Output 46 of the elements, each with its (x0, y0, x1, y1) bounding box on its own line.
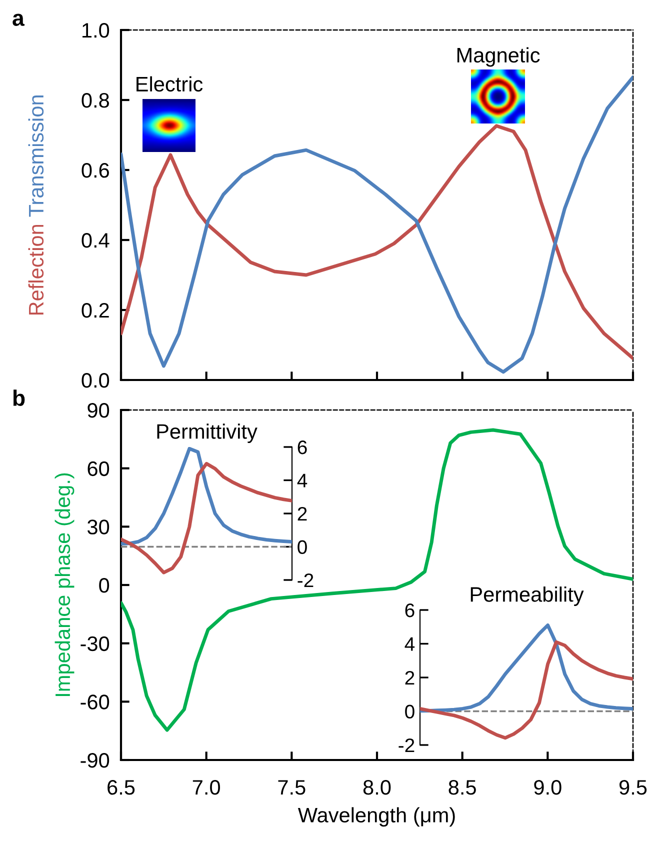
line-series (121, 462, 292, 574)
y-tick-label: -2 (298, 573, 314, 588)
y-axis-title: Impedance phase (deg.) (54, 473, 74, 696)
y-tick-label: 1.0 (82, 23, 110, 38)
y-tick-label: 30 (88, 520, 110, 534)
y-tick-label: -2 (398, 738, 414, 752)
y-tick-label: 4 (297, 474, 308, 488)
x-tick-label: 6.5 (108, 780, 135, 795)
text: Transmission (28, 96, 44, 217)
y-tick-label: -30 (80, 636, 110, 652)
y-tick-label: 0 (298, 540, 307, 554)
x-tick-label: 8.5 (448, 780, 476, 795)
y-tick-label: 2 (298, 506, 307, 521)
y-tick-label: 0.2 (82, 303, 109, 318)
text: b (13, 390, 25, 406)
y-tick-label: 0.6 (82, 163, 109, 178)
annotation: Magnetic (457, 47, 540, 67)
line-series (121, 124, 633, 360)
line-series (420, 623, 633, 713)
chart-title: Permittivity (157, 424, 258, 444)
x-tick-label: 7.0 (192, 780, 220, 795)
y-tick-label: 2 (405, 670, 414, 685)
x-tick-label: 9.5 (619, 780, 647, 795)
x-tick-label: 8.0 (363, 780, 391, 795)
y-tick-label: 60 (88, 461, 110, 476)
y-tick-label: 0.0 (82, 373, 110, 388)
text: Reflection (28, 224, 44, 315)
line-series (121, 76, 633, 374)
line-series (420, 640, 633, 740)
y-tick-label: 0.8 (82, 93, 109, 108)
y-tick-label: -60 (80, 694, 110, 710)
y-tick-label: 0.4 (82, 233, 110, 248)
y-tick-label: -90 (80, 753, 110, 768)
y-tick-label: 90 (88, 403, 110, 418)
y-tick-label: 6 (298, 440, 307, 454)
y-tick-label: 0 (99, 578, 110, 593)
x-axis-title: Wavelength (μm) (298, 807, 455, 827)
y-tick-label: 6 (405, 603, 414, 618)
text: a (12, 14, 24, 26)
x-tick-label: 9.0 (534, 780, 562, 795)
chart-title: Permeability (470, 586, 584, 606)
y-tick-label: 0 (405, 704, 414, 718)
x-tick-label: 7.5 (278, 780, 306, 795)
line-series (121, 447, 292, 546)
y-tick-label: 4 (404, 637, 415, 651)
annotation: Electric (136, 76, 203, 92)
